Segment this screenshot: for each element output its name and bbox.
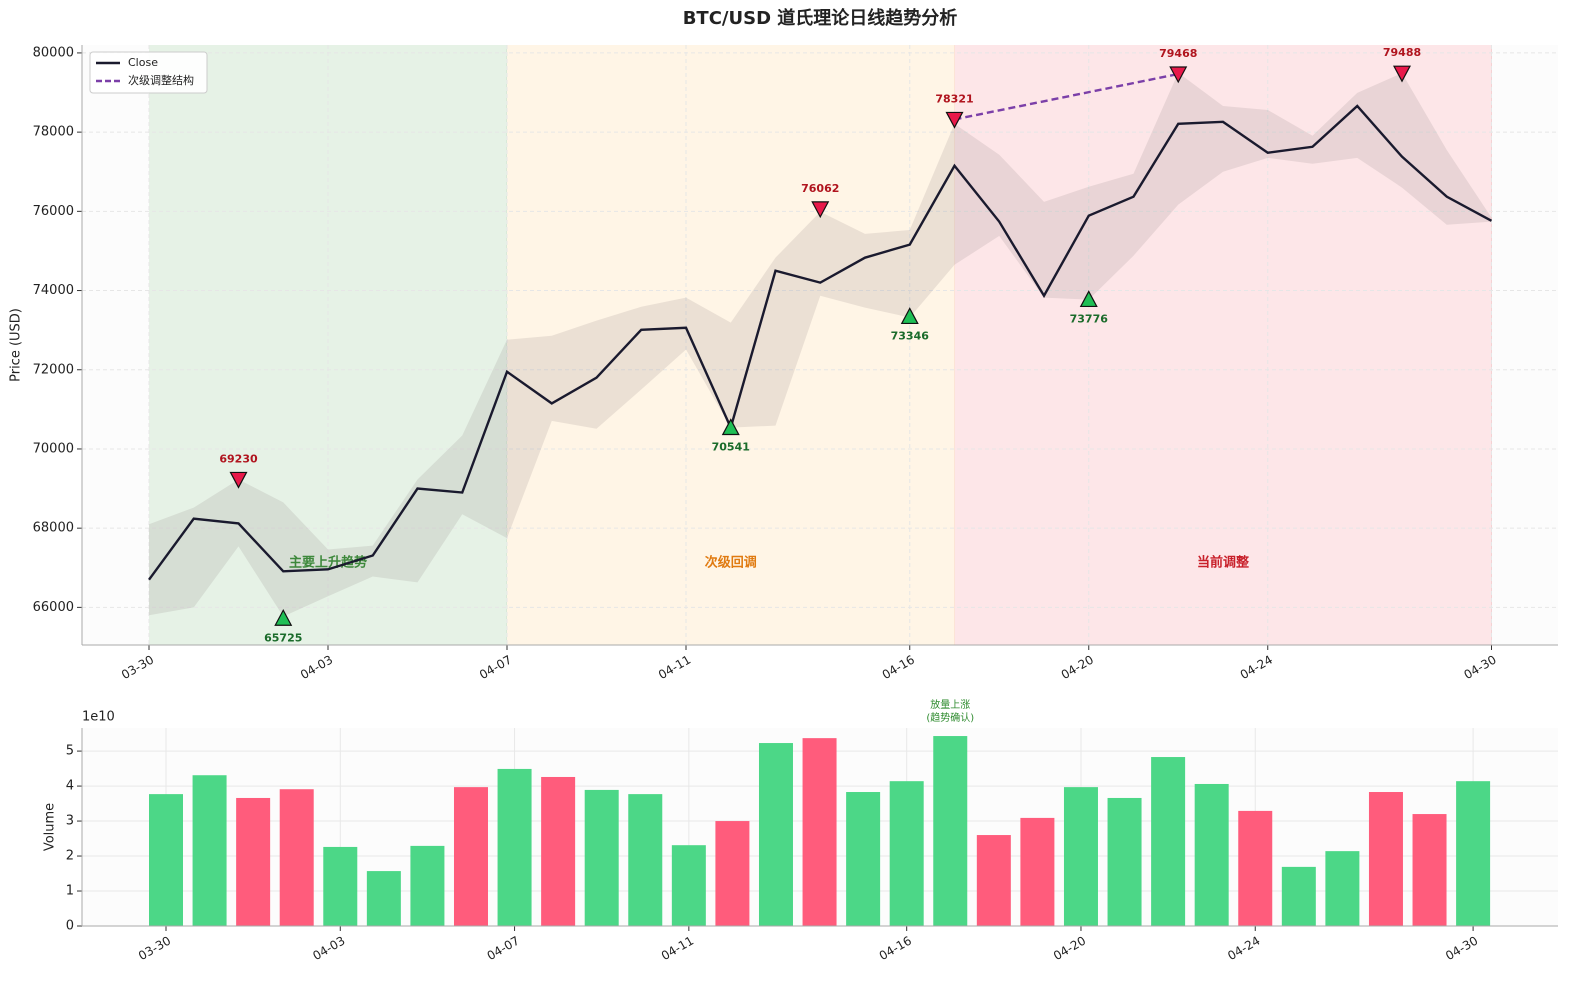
y-tick-label: 1: [66, 884, 74, 899]
x-tick-label: 04-03: [298, 653, 335, 683]
x-tick-label: 04-07: [485, 934, 522, 964]
marker-label: 65725: [264, 631, 302, 644]
volume-bar: [497, 768, 532, 926]
marker-label: 79468: [1159, 47, 1197, 60]
x-tick-label: 03-30: [136, 934, 173, 964]
marker-label: 69230: [219, 452, 258, 465]
marker-label: 76062: [801, 182, 839, 195]
volume-bar: [715, 821, 750, 926]
y-tick-label: 78000: [33, 125, 74, 140]
marker-label: 78321: [935, 92, 973, 105]
volume-bar: [758, 743, 793, 926]
y-axis-label: Volume: [43, 803, 58, 851]
volume-bar: [628, 794, 663, 926]
x-tick-label: 04-16: [880, 653, 917, 683]
range-band: [149, 72, 1492, 617]
x-tick-label: 04-11: [656, 653, 693, 683]
marker-label: 79488: [1383, 46, 1421, 59]
annotation: (趋势确认): [926, 711, 974, 724]
volume-bar: [149, 794, 183, 926]
volume-bar: [933, 736, 968, 926]
volume-bar: [279, 789, 314, 926]
annotation: 放量上涨: [930, 698, 970, 711]
marker-label: 73776: [1070, 312, 1109, 325]
x-tick-label: 04-30: [1462, 653, 1499, 683]
x-tick-label: 04-20: [1051, 934, 1088, 964]
x-tick-label: 04-07: [477, 653, 514, 683]
volume-bar: [410, 845, 445, 926]
volume-bar: [1456, 781, 1491, 926]
high-marker: [229, 471, 248, 489]
volume-bar: [1325, 851, 1360, 926]
volume-bar: [541, 776, 576, 926]
phase-label: 当前调整: [1197, 555, 1250, 571]
x-tick-label: 04-24: [1225, 934, 1262, 964]
close-line: [148, 104, 1493, 581]
y-tick-label: 66000: [33, 600, 74, 615]
volume-bar: [1368, 792, 1403, 926]
volume-bar: [1281, 866, 1316, 926]
volume-bar: [1107, 797, 1142, 926]
x-tick-label: 04-24: [1238, 653, 1275, 683]
x-tick-label: 04-30: [1443, 934, 1480, 964]
legend-label: Close: [128, 56, 158, 69]
legend: Close 次级调整结构: [89, 51, 208, 94]
high-marker: [1169, 66, 1188, 84]
y-tick-label: 74000: [33, 283, 74, 298]
y-tick-label: 68000: [33, 521, 74, 536]
high-marker: [945, 111, 964, 129]
x-tick-label: 04-03: [310, 934, 347, 964]
volume-bar: [453, 787, 488, 926]
y-tick-label: 70000: [33, 441, 74, 456]
phase-region: [954, 45, 1492, 645]
volume-bar: [323, 846, 358, 926]
volume-bar: [802, 738, 837, 926]
y-tick-label: 2: [66, 849, 74, 864]
volume-bar: [846, 792, 881, 926]
y-tick-label: 0: [66, 919, 74, 934]
y-axis-label: Price (USD): [9, 308, 24, 382]
low-marker: [274, 608, 293, 626]
x-tick-label: 03-30: [119, 653, 156, 683]
volume-bar: [236, 797, 271, 926]
phase-label: 次级回调: [705, 555, 757, 571]
y-tick-label: 76000: [33, 204, 74, 219]
x-tick-label: 04-11: [659, 934, 696, 964]
low-marker: [900, 307, 919, 325]
y-tick-label: 5: [66, 744, 74, 759]
volume-bar: [1238, 810, 1273, 926]
volume-bar: [366, 871, 401, 926]
phase-region: [507, 45, 955, 645]
legend-label: 次级调整结构: [128, 73, 194, 87]
volume-bar: [671, 845, 706, 926]
structure-line: [954, 72, 1179, 121]
y-tick-label: 4: [66, 779, 74, 794]
volume-bar: [1063, 787, 1098, 926]
low-marker: [1079, 290, 1098, 308]
volume-bar: [192, 775, 227, 926]
volume-bar: [1194, 783, 1229, 926]
volume-bar: [584, 789, 619, 926]
phase-label: 主要上升趋势: [289, 555, 367, 571]
marker-label: 73346: [891, 329, 930, 342]
high-marker: [811, 201, 830, 219]
x-tick-label: 04-16: [877, 934, 914, 964]
low-marker: [721, 418, 740, 436]
volume-bar: [1151, 757, 1186, 926]
volume-bar: [1020, 817, 1055, 926]
volume-bar: [889, 781, 924, 926]
y-tick-label: 80000: [33, 45, 74, 60]
high-marker: [1393, 65, 1411, 83]
y-tick-label: 72000: [33, 362, 74, 377]
chart-title: BTC/USD 道氏理论日线趋势分析: [683, 7, 958, 29]
volume-bar: [976, 835, 1011, 926]
y-tick-label: 3: [66, 814, 74, 829]
offset-label: 1e10: [82, 710, 115, 725]
volume-bar: [1412, 814, 1447, 926]
x-tick-label: 04-20: [1059, 653, 1096, 683]
marker-label: 70541: [712, 441, 750, 454]
